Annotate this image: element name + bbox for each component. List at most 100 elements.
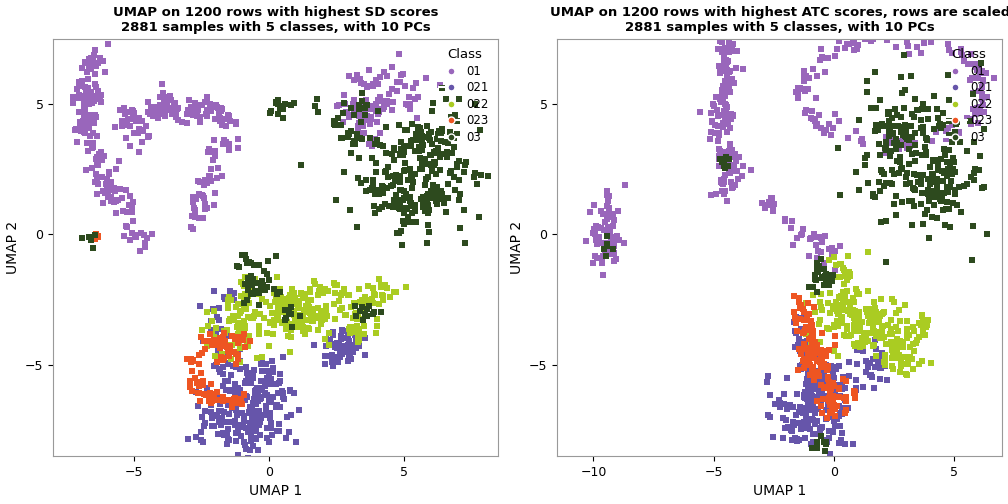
Point [89, 92, 105, 100]
Point [817, 436, 834, 444]
Point [836, 394, 852, 402]
Point [226, 348, 242, 356]
Point [427, 170, 444, 178]
Point [407, 130, 423, 138]
Point [220, 360, 236, 368]
Point [199, 342, 215, 350]
Point [218, 386, 234, 394]
Point [798, 317, 814, 325]
Point [82, 132, 98, 140]
Point [96, 152, 112, 160]
Point [340, 129, 356, 137]
Point [799, 365, 815, 373]
Point [403, 171, 419, 179]
Point [286, 311, 302, 320]
Point [925, 157, 941, 165]
Point [782, 401, 798, 409]
Point [691, 108, 708, 116]
Point [411, 147, 427, 155]
Point [798, 413, 814, 421]
Point [825, 409, 841, 417]
Point [304, 307, 321, 316]
Point [889, 157, 905, 165]
Point [976, 107, 992, 115]
Point [344, 348, 360, 356]
Point [884, 330, 900, 338]
Point [198, 98, 214, 106]
Point [719, 104, 735, 112]
Point [443, 113, 459, 121]
Point [712, 147, 728, 155]
Point [393, 145, 409, 153]
Point [804, 402, 821, 410]
Point [194, 428, 210, 436]
Point [216, 336, 232, 344]
Point [867, 68, 883, 76]
Point [243, 290, 259, 298]
Point [310, 304, 327, 312]
Point [90, 161, 106, 169]
Point [882, 133, 898, 141]
Point [72, 118, 88, 126]
Point [874, 327, 890, 335]
Point [204, 400, 220, 408]
Point [815, 395, 832, 403]
Point [857, 338, 873, 346]
Point [217, 341, 233, 349]
Point [254, 411, 270, 419]
Point [261, 371, 277, 380]
Point [832, 384, 848, 392]
Point [397, 166, 413, 174]
Point [905, 323, 921, 331]
Point [728, 181, 744, 190]
Point [384, 150, 400, 158]
Point [940, 46, 957, 54]
Point [888, 309, 904, 318]
Point [808, 386, 825, 394]
Point [762, 391, 778, 399]
Point [333, 346, 349, 354]
Point [206, 390, 222, 398]
Point [941, 146, 958, 154]
Point [849, 344, 865, 352]
Point [716, 190, 732, 198]
Point [337, 285, 353, 293]
Point [369, 322, 385, 330]
Point [605, 245, 621, 253]
Point [899, 334, 915, 342]
Point [787, 314, 803, 322]
Point [200, 112, 216, 120]
Point [848, 387, 864, 395]
Point [237, 440, 253, 449]
Point [159, 106, 175, 114]
Point [290, 466, 306, 474]
Point [903, 72, 919, 80]
Point [285, 389, 301, 397]
Point [796, 307, 812, 316]
Point [800, 401, 816, 409]
Point [320, 312, 336, 320]
Point [427, 159, 444, 167]
Point [612, 236, 628, 244]
Point [90, 59, 106, 68]
Point [777, 217, 793, 225]
Point [408, 136, 424, 144]
Point [232, 357, 248, 365]
Point [201, 397, 217, 405]
Point [184, 387, 201, 395]
Point [262, 302, 278, 310]
Point [970, 60, 986, 68]
Point [868, 121, 884, 129]
Point [834, 260, 850, 268]
Point [859, 88, 875, 96]
Point [236, 318, 252, 326]
Point [901, 197, 917, 205]
Point [808, 288, 825, 296]
Point [338, 108, 354, 116]
Point [226, 395, 242, 403]
Point [257, 380, 273, 388]
Point [192, 214, 208, 222]
Point [377, 281, 393, 289]
Point [816, 366, 833, 374]
Point [432, 153, 449, 161]
